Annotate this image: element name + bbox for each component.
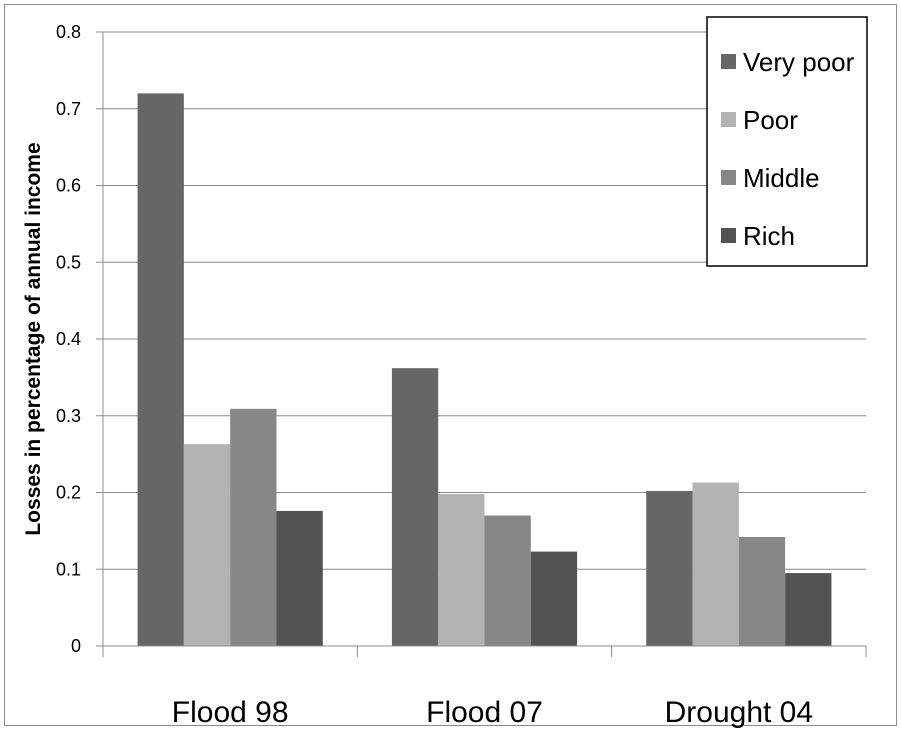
y-tick-label: 0.1: [56, 559, 81, 579]
y-tick-label: 0.5: [56, 252, 81, 272]
y-tick-label: 0: [71, 636, 81, 656]
bar-rich-flood-07: [530, 551, 578, 646]
axes: [102, 32, 867, 657]
legend: Very poor Poor Middle Rich: [706, 16, 868, 267]
legend-label: Very poor: [743, 47, 855, 77]
legend-swatch: [721, 228, 736, 243]
x-category-label: Drought 04: [665, 696, 813, 729]
legend-swatch: [721, 54, 736, 69]
bar-poor-flood-98: [183, 444, 231, 646]
bar-poor-flood-07: [438, 494, 485, 646]
legend-swatch: [721, 112, 736, 127]
legend-label: Poor: [743, 105, 798, 135]
y-tick-label: 0.7: [56, 99, 81, 119]
bar-middle-flood-98: [230, 408, 277, 646]
y-tick-labels: 0 0.1 0.2 0.3 0.4 0.5 0.6 0.7 0.8: [56, 22, 81, 656]
y-tick-label: 0.6: [56, 176, 81, 196]
x-category-label: Flood 07: [426, 696, 543, 729]
bars: [137, 93, 832, 646]
legend-label: Middle: [743, 163, 820, 193]
bar-middle-flood-07: [484, 515, 531, 646]
bar-middle-drought-04: [738, 537, 786, 646]
y-tick-label: 0.2: [56, 483, 81, 503]
bar-very-poor-drought-04: [646, 490, 693, 646]
x-category-label: Flood 98: [172, 696, 289, 729]
bar-poor-drought-04: [692, 482, 739, 646]
bar-very-poor-flood-07: [391, 368, 439, 646]
y-tick-label: 0.8: [56, 22, 81, 42]
legend-swatch: [721, 170, 736, 185]
y-tick-label: 0.3: [56, 406, 81, 426]
y-axis-title: Losses in percentage of annual income: [22, 142, 45, 535]
x-category-labels: Flood 98 Flood 07 Drought 04: [172, 696, 813, 729]
bar-rich-flood-98: [276, 510, 323, 646]
bar-very-poor-flood-98: [137, 93, 184, 646]
y-tick-label: 0.4: [56, 329, 81, 349]
legend-label: Rich: [743, 221, 795, 251]
bar-rich-drought-04: [785, 573, 832, 646]
